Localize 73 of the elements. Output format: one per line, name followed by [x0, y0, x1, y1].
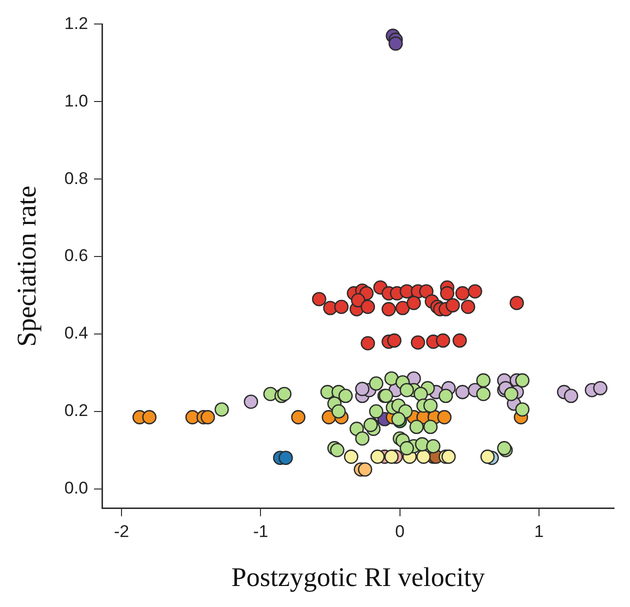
point — [476, 373, 491, 388]
y-tick-label: 0.2 — [64, 401, 88, 420]
y-tick-label: 0.4 — [64, 324, 88, 343]
point — [387, 333, 402, 348]
point — [396, 300, 410, 316]
point — [436, 333, 450, 348]
point — [400, 382, 414, 398]
point — [369, 404, 384, 419]
point — [438, 388, 453, 404]
point — [344, 450, 358, 464]
point — [388, 36, 403, 51]
point — [291, 410, 306, 424]
point — [331, 404, 346, 419]
point — [406, 296, 421, 310]
point — [437, 410, 452, 424]
point — [564, 388, 578, 404]
point — [358, 462, 372, 477]
point — [460, 300, 476, 314]
point — [410, 335, 426, 350]
point — [370, 450, 385, 464]
point — [409, 420, 424, 434]
point — [480, 450, 495, 464]
point — [142, 410, 156, 424]
y-axis-title: Speciation rate — [11, 186, 42, 347]
x-axis-title: Postzygotic RI velocity — [231, 562, 486, 592]
point — [452, 333, 467, 348]
point — [312, 292, 326, 306]
point — [504, 386, 518, 402]
point — [416, 450, 431, 464]
point — [455, 384, 470, 400]
point — [419, 284, 434, 299]
point — [355, 382, 370, 396]
x-tick-label: -1 — [253, 522, 268, 542]
point — [384, 371, 399, 386]
y-tick-label: 1.2 — [64, 14, 88, 33]
point — [510, 296, 524, 310]
point — [515, 373, 530, 388]
point — [200, 410, 215, 424]
point — [476, 386, 491, 402]
point — [384, 450, 399, 464]
point — [455, 286, 470, 300]
point — [330, 442, 344, 458]
point — [423, 398, 438, 413]
y-tick-label: 0.0 — [64, 478, 88, 498]
point — [338, 388, 353, 404]
y-tick-label: 0.8 — [64, 168, 88, 188]
point — [244, 394, 258, 409]
y-tick-label: 1.0 — [64, 91, 88, 110]
point — [214, 402, 229, 417]
point — [423, 420, 438, 434]
point — [278, 450, 293, 466]
point — [515, 402, 530, 417]
point — [446, 298, 460, 312]
point — [440, 286, 454, 300]
point — [360, 300, 376, 314]
point — [277, 386, 292, 402]
point — [369, 376, 384, 391]
x-tick-label: 1 — [534, 522, 544, 542]
point — [360, 336, 376, 350]
x-tick-label: 0 — [395, 522, 405, 542]
point — [400, 441, 414, 456]
point — [382, 302, 396, 316]
x-tick-label: -2 — [114, 522, 130, 542]
y-tick-label: 0.6 — [64, 246, 88, 266]
point — [468, 284, 482, 299]
point — [414, 437, 430, 452]
point — [414, 386, 428, 402]
point — [350, 293, 366, 308]
point — [355, 431, 370, 446]
point — [593, 381, 608, 396]
point — [334, 300, 349, 314]
point — [441, 450, 456, 464]
point — [426, 439, 440, 454]
